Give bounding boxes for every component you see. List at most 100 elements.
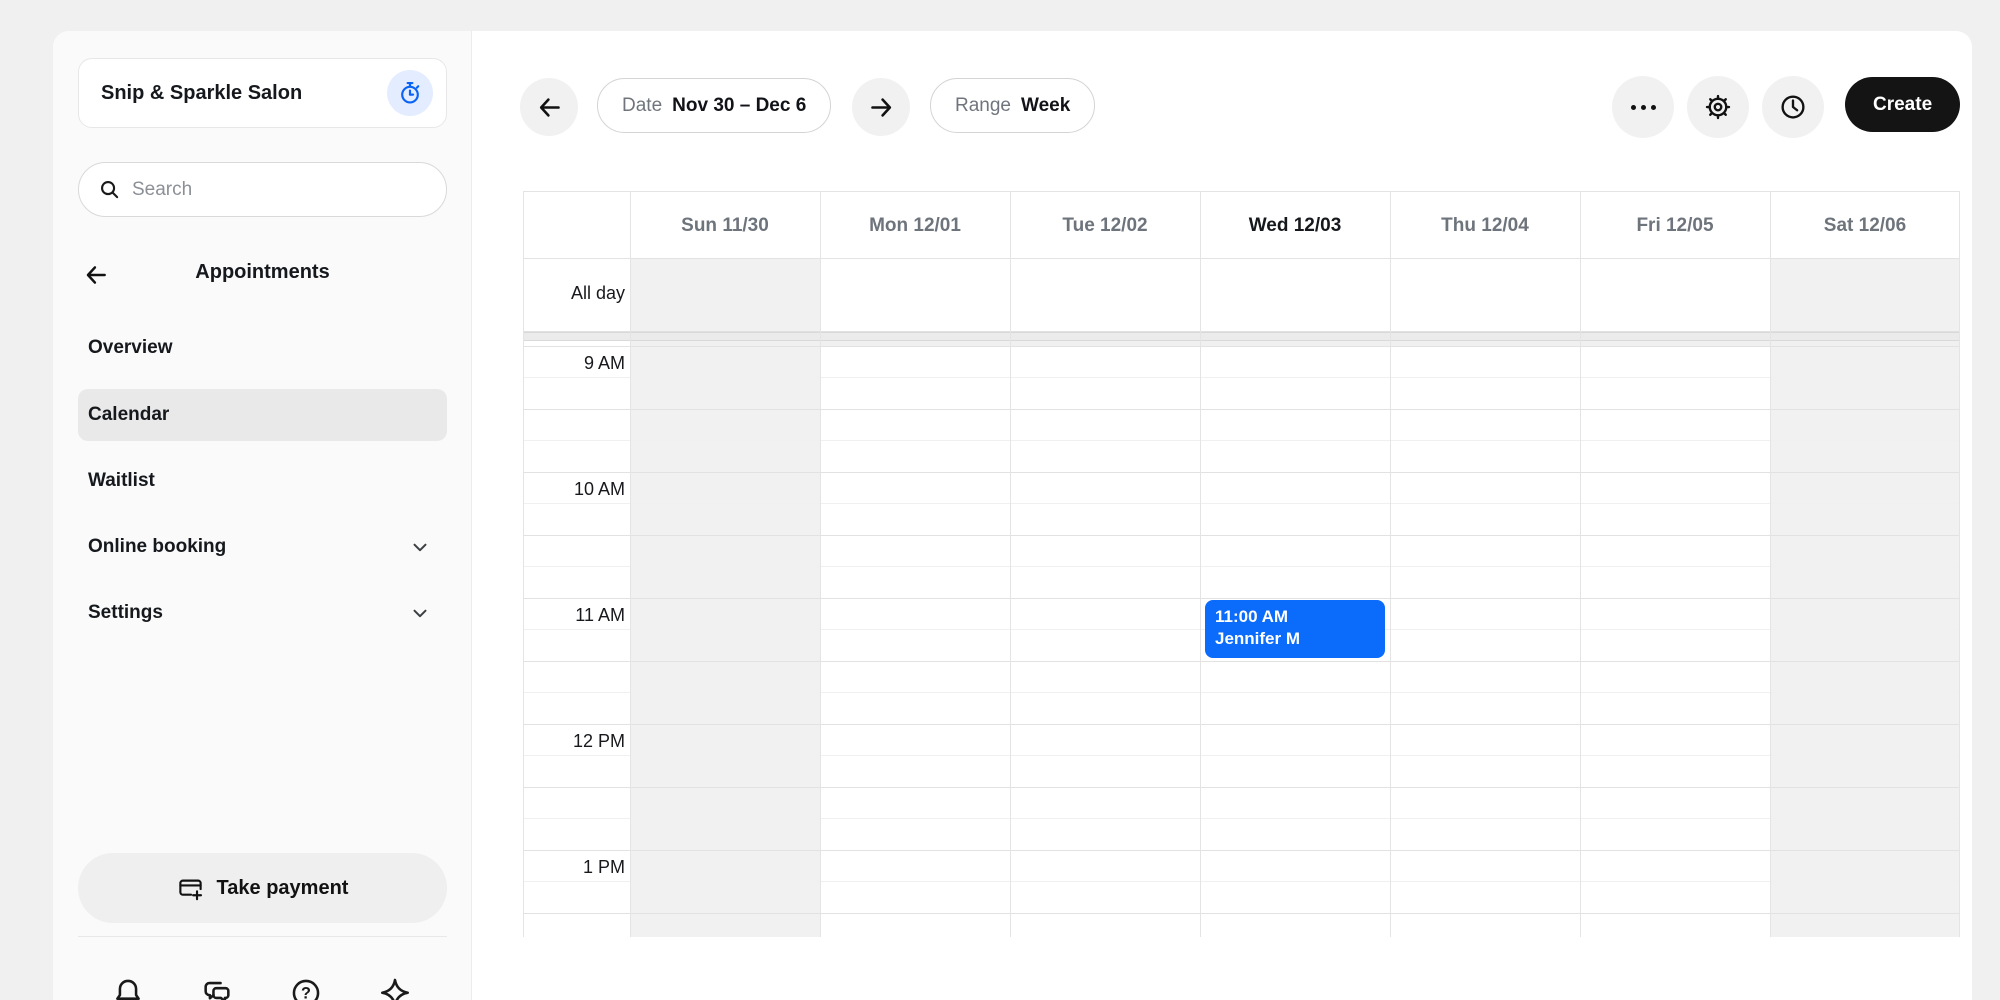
sidebar-section-title: Appointments (195, 261, 330, 283)
messages-button[interactable] (193, 976, 241, 1000)
grid-border-right (1959, 191, 1960, 937)
day-header-wed-today[interactable]: Wed 12/03 (1248, 215, 1342, 236)
help-icon: ? (292, 979, 320, 1000)
chat-icon (204, 981, 230, 1000)
all-day-cell-sat[interactable] (1770, 259, 1960, 331)
help-button[interactable]: ? (282, 976, 330, 1000)
more-options-button[interactable] (1612, 76, 1674, 138)
halfhour-gridline (523, 787, 1960, 788)
sidebar-back-button[interactable] (81, 260, 111, 290)
sidebar-item-label: Waitlist (88, 470, 155, 491)
sidebar-item-online-booking[interactable]: Online booking (78, 521, 447, 573)
sidebar-item-settings[interactable]: Settings (78, 587, 447, 639)
search-icon (99, 179, 120, 200)
prev-week-button[interactable] (520, 78, 578, 136)
sidebar-item-calendar[interactable]: Calendar (78, 389, 447, 441)
column-divider (1580, 191, 1581, 937)
settings-gear-button[interactable] (1687, 76, 1749, 138)
svg-text:?: ? (301, 985, 311, 1000)
day-header-fri[interactable]: Fri 12/05 (1636, 215, 1714, 236)
bell-icon (116, 979, 140, 1000)
halfhour-gridline (523, 409, 1960, 410)
quarterhour-gridline (523, 692, 1960, 693)
quarterhour-gridline (523, 440, 1960, 441)
range-selector[interactable]: Range Week (930, 78, 1096, 133)
halfhour-gridline (523, 472, 1960, 473)
time-label: 11 AM (575, 605, 625, 625)
search-box (78, 162, 447, 217)
quarterhour-gridline (523, 503, 1960, 504)
all-day-label: All day (570, 283, 625, 303)
halfhour-gridline (523, 346, 1960, 347)
next-week-button[interactable] (852, 78, 910, 136)
app-panel: Snip & Sparkle Salon (53, 31, 1972, 1000)
sidebar-item-overview[interactable]: Overview (78, 322, 447, 374)
sidebar-item-label: Online booking (88, 536, 227, 557)
halfhour-gridline (523, 724, 1960, 725)
day-header-mon[interactable]: Mon 12/01 (869, 215, 961, 236)
quarterhour-gridline (523, 881, 1960, 882)
business-switcher[interactable]: Snip & Sparkle Salon (78, 58, 447, 128)
all-day-row[interactable]: All day (523, 259, 1960, 332)
day-header-sun[interactable]: Sun 11/30 (681, 215, 769, 236)
quarterhour-gridline (523, 566, 1960, 567)
time-label: 1 PM (582, 857, 625, 877)
take-payment-label: Take payment (216, 876, 349, 899)
day-header-thu[interactable]: Thu 12/04 (1441, 215, 1529, 236)
grid-scroll-separator (523, 332, 1960, 341)
calendar-day-header-row: Sun 11/30 Mon 12/01 Tue 12/02 Wed 12/03 … (523, 191, 1960, 259)
sparkle-icon (380, 978, 410, 1000)
column-divider (1010, 191, 1011, 937)
history-clock-button[interactable] (1762, 76, 1824, 138)
sidebar-item-label: Settings (88, 602, 163, 623)
range-label: Range (955, 94, 1011, 116)
gear-icon (1705, 94, 1731, 120)
date-value: Nov 30 – Dec 6 (672, 94, 807, 116)
quarterhour-gridline (523, 755, 1960, 756)
all-day-cell-sun[interactable] (630, 259, 820, 331)
appointment-event[interactable]: 11:00 AM Jennifer M (1205, 600, 1385, 658)
day-header-tue[interactable]: Tue 12/02 (1062, 215, 1148, 236)
time-label: 10 AM (573, 479, 625, 499)
create-button[interactable]: Create (1845, 77, 1961, 132)
quarterhour-gridline (523, 377, 1960, 378)
take-payment-button[interactable]: Take payment (78, 853, 447, 923)
sidebar-item-label: Calendar (88, 404, 170, 425)
day-header-sat[interactable]: Sat 12/06 (1823, 215, 1907, 236)
closed-hours-shading (630, 341, 1960, 346)
weekend-shading-sat (1770, 341, 1960, 937)
date-selector[interactable]: Date Nov 30 – Dec 6 (597, 78, 832, 133)
more-ellipsis-icon (1630, 104, 1656, 110)
grid-border-left (523, 191, 524, 937)
timer-icon (387, 70, 433, 116)
week-calendar: Sun 11/30 Mon 12/01 Tue 12/02 Wed 12/03 … (523, 191, 1960, 937)
column-divider (820, 191, 821, 937)
card-plus-icon (177, 875, 204, 902)
chevron-down-icon (409, 602, 431, 624)
clock-icon (1781, 95, 1805, 119)
sidebar-item-waitlist[interactable]: Waitlist (78, 455, 447, 507)
sidebar-item-label: Overview (88, 337, 173, 358)
quarterhour-gridline (523, 818, 1960, 819)
search-input[interactable] (132, 178, 426, 201)
sidebar-footer: ? (53, 976, 472, 1000)
halfhour-gridline (523, 535, 1960, 536)
sidebar-section-header: Appointments (53, 256, 472, 292)
column-divider (1390, 191, 1391, 937)
sparkle-icon-button[interactable] (371, 976, 419, 1000)
weekend-shading-sun (630, 341, 820, 937)
halfhour-gridline (523, 913, 1960, 914)
arrow-right-icon (870, 97, 891, 117)
time-label: 9 AM (583, 353, 625, 373)
business-name: Snip & Sparkle Salon (101, 81, 303, 104)
time-label: 12 PM (572, 731, 625, 751)
event-time: 11:00 AM (1215, 607, 1289, 626)
column-divider (1200, 191, 1201, 937)
halfhour-gridline (523, 598, 1960, 599)
date-label: Date (622, 94, 663, 116)
event-client: Jennifer M (1215, 629, 1301, 648)
sidebar-divider (78, 936, 447, 937)
time-grid[interactable]: 9 AM 10 AM 11 AM 12 PM 1 PM 11:00 AM Jennife… (523, 341, 1960, 937)
range-value: Week (1021, 94, 1071, 116)
notifications-button[interactable] (104, 976, 152, 1000)
